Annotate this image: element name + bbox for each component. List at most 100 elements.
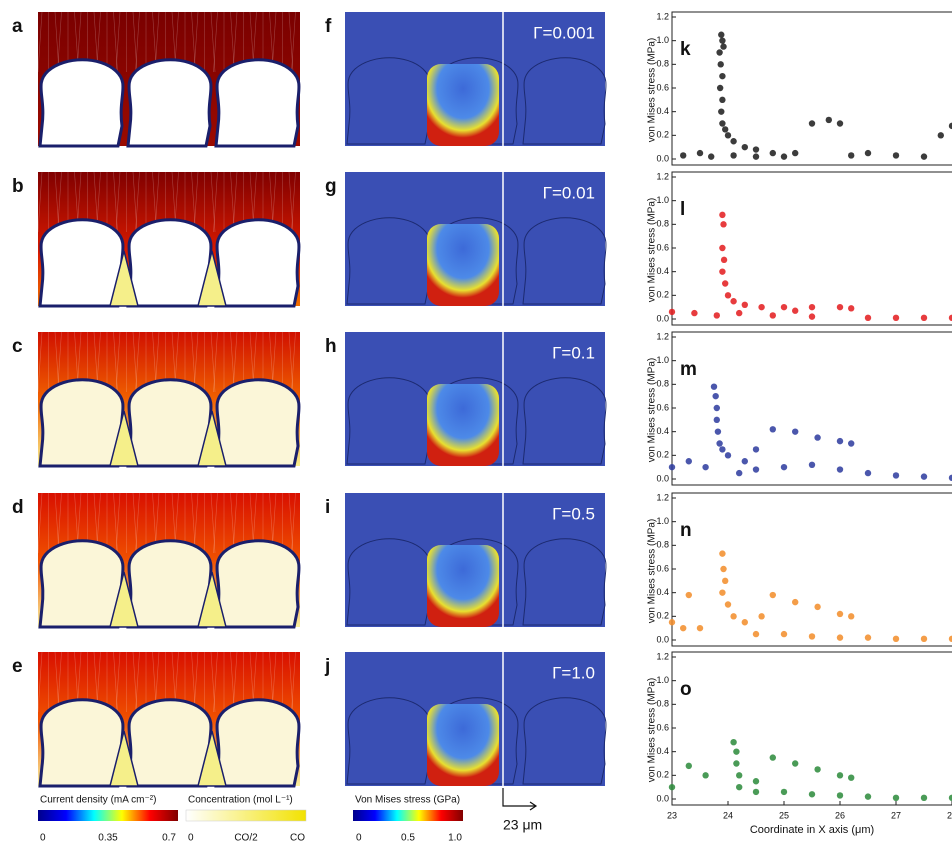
- panel-label: m: [680, 359, 697, 380]
- plot-frame: [671, 11, 952, 166]
- y-tick-label: 0.8: [656, 219, 669, 229]
- streamline: [288, 11, 294, 73]
- simulation-panel: c: [12, 331, 301, 468]
- streamline: [135, 492, 140, 554]
- point: [814, 603, 821, 611]
- streamline: [132, 331, 138, 393]
- panel-label: e: [12, 656, 23, 677]
- panel-label: d: [12, 497, 24, 518]
- y-tick-label: 1.0: [656, 516, 669, 526]
- grain: [126, 218, 213, 308]
- streamline: [210, 331, 216, 393]
- point: [685, 762, 692, 770]
- y-tick-label: 1.2: [656, 492, 669, 502]
- point: [718, 31, 725, 38]
- y-tick-label: 0.2: [656, 611, 669, 621]
- colorbar-title: Current density (mA cm⁻²): [40, 795, 156, 806]
- streamline: [135, 11, 140, 73]
- point: [864, 149, 872, 157]
- colorbar-tick: CO: [290, 833, 305, 844]
- grain: [126, 698, 213, 788]
- point: [719, 589, 726, 596]
- grain-stress: [427, 384, 499, 466]
- point: [752, 788, 760, 796]
- streamline: [115, 11, 121, 73]
- point: [741, 619, 748, 626]
- streamline: [54, 11, 60, 73]
- point: [920, 473, 928, 480]
- point: [848, 305, 855, 312]
- stress-panel: g Γ=0.01: [325, 172, 607, 306]
- scale-arrow: [502, 788, 538, 811]
- streamline: [193, 331, 199, 393]
- gamma-label: Γ=0.1: [552, 343, 595, 362]
- point: [892, 794, 900, 802]
- point: [792, 598, 799, 606]
- grain-stress: [427, 545, 499, 627]
- panel-label: k: [680, 39, 691, 60]
- y-tick-label: 1.0: [656, 675, 669, 685]
- point: [836, 303, 844, 311]
- point: [892, 314, 900, 322]
- streamline: [132, 171, 138, 233]
- point: [892, 635, 900, 643]
- y-tick-label: 0.4: [656, 746, 669, 756]
- point: [848, 774, 855, 781]
- gap: [197, 571, 227, 628]
- point: [710, 383, 718, 390]
- point: [722, 577, 729, 585]
- grain-stress: [427, 704, 499, 786]
- point: [752, 778, 760, 785]
- point: [836, 437, 844, 445]
- y-tick-label: 0.4: [656, 426, 669, 436]
- point: [808, 120, 816, 127]
- streamline: [191, 171, 196, 233]
- colorbar-tick: 0.5: [401, 833, 415, 844]
- colorbar-tick: 1.0: [448, 833, 462, 844]
- point: [741, 143, 748, 151]
- streamline: [115, 331, 121, 393]
- point: [733, 760, 740, 767]
- panel-label: f: [325, 16, 332, 37]
- point: [712, 392, 719, 400]
- point: [825, 116, 832, 124]
- streamline: [210, 11, 216, 73]
- point: [808, 461, 816, 468]
- point: [741, 458, 748, 465]
- colorbar: [185, 809, 307, 822]
- point: [717, 61, 724, 68]
- y-tick-label: 0.8: [656, 699, 669, 709]
- point: [864, 793, 872, 800]
- point: [668, 619, 676, 626]
- colorbar-title: Von Mises stress (GPa): [355, 795, 460, 806]
- point: [718, 108, 725, 115]
- point: [696, 149, 704, 157]
- point: [720, 43, 727, 50]
- grain: [126, 539, 213, 629]
- panel-label: i: [325, 497, 330, 518]
- streamline: [230, 651, 235, 713]
- colorbar: [353, 810, 463, 821]
- y-tick-label: 0.2: [656, 450, 669, 460]
- point: [724, 132, 732, 139]
- panel-label: b: [12, 176, 24, 197]
- streamline: [193, 651, 199, 713]
- y-tick-label: 0.8: [656, 379, 669, 389]
- point: [769, 312, 776, 319]
- point: [716, 440, 723, 447]
- streamline: [232, 171, 238, 233]
- streamline: [193, 171, 199, 233]
- point: [741, 301, 748, 308]
- point: [713, 312, 720, 319]
- point: [719, 37, 726, 44]
- colorbar-tick: CO/2: [234, 833, 258, 844]
- grain-stress: [427, 64, 499, 146]
- plot-frame: [671, 651, 952, 806]
- streamline: [213, 171, 218, 233]
- gamma-label: Γ=0.01: [543, 183, 595, 202]
- gap: [197, 730, 227, 787]
- x-tick-label: 28: [947, 810, 952, 820]
- y-tick-label: 1.2: [656, 331, 669, 341]
- streamline: [232, 492, 238, 554]
- streamline: [193, 492, 199, 554]
